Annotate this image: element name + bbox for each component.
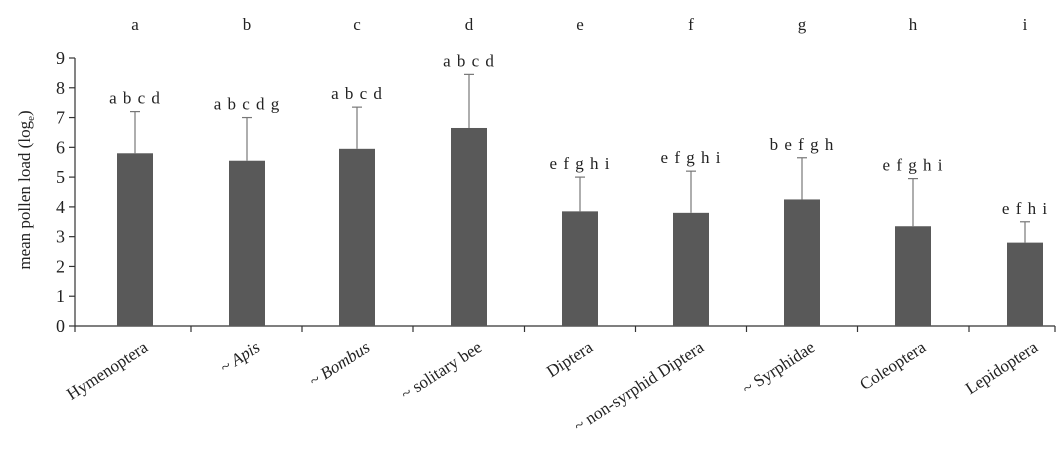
bar xyxy=(784,199,820,326)
column-letter: d xyxy=(465,15,474,34)
y-axis-title-close: ) xyxy=(15,110,34,116)
bar xyxy=(1007,242,1043,326)
y-axis-title-subscript: e xyxy=(25,116,37,121)
significance-label: a b c d g xyxy=(214,95,281,114)
significance-label: a b c d xyxy=(443,51,495,70)
bar xyxy=(673,212,709,326)
y-tick-label: 2 xyxy=(56,256,65,276)
significance-label: a b c d xyxy=(331,84,383,103)
y-tick-label: 5 xyxy=(56,167,65,187)
column-letter-group: a b c d e f g h i xyxy=(131,15,1027,34)
significance-label: e f g h i xyxy=(883,156,944,175)
bar xyxy=(229,160,265,326)
y-axis: 0 1 2 3 4 5 6 7 8 9 xyxy=(56,48,76,336)
bar xyxy=(895,226,931,326)
category-label: ~ Bombus xyxy=(306,337,374,390)
category-label: Lepidoptera xyxy=(962,337,1042,398)
column-letter: i xyxy=(1023,15,1028,34)
column-letter: h xyxy=(909,15,918,34)
bar xyxy=(339,148,375,326)
y-axis-title: mean pollen load (loge) xyxy=(15,110,37,269)
bar xyxy=(117,153,153,326)
y-axis-title-main: mean pollen load (log xyxy=(15,120,34,269)
error-bars xyxy=(130,73,1030,243)
column-letter: e xyxy=(576,15,584,34)
x-axis xyxy=(74,325,1056,332)
category-labels: Hymenoptera ~ Apis ~ Bombus ~ solitary bee D… xyxy=(63,337,1041,435)
bar xyxy=(451,127,487,326)
bar xyxy=(562,211,598,326)
bars xyxy=(117,127,1043,326)
category-label: ~ Apis xyxy=(216,337,263,377)
y-tick-label: 4 xyxy=(56,197,65,217)
y-tick-label: 1 xyxy=(56,286,65,306)
significance-label: b e f g h xyxy=(770,135,835,154)
column-letter: f xyxy=(688,15,694,34)
y-tick-label: 7 xyxy=(56,108,65,128)
y-tick-label: 6 xyxy=(56,137,65,157)
significance-label: e f g h i xyxy=(661,148,722,167)
y-tick-label: 8 xyxy=(56,78,65,98)
category-label: Diptera xyxy=(543,337,596,381)
category-label: Hymenoptera xyxy=(63,337,151,404)
column-letter: a xyxy=(131,15,139,34)
significance-label: e f h i xyxy=(1002,199,1048,218)
significance-label: a b c d xyxy=(109,89,161,108)
column-letter: b xyxy=(243,15,252,34)
category-label: ~ Syrphidae xyxy=(739,337,818,398)
column-letter: g xyxy=(798,15,807,34)
y-tick-label: 9 xyxy=(56,48,65,68)
significance-labels: a b c d a b c d g a b c d a b c d e f g h i e… xyxy=(109,51,1048,218)
category-label: Coleoptera xyxy=(856,337,929,394)
significance-label: e f g h i xyxy=(550,154,611,173)
category-label: ~ solitary bee xyxy=(397,337,485,403)
y-tick-label: 0 xyxy=(56,316,65,336)
column-letter: c xyxy=(353,15,361,34)
y-tick-label: 3 xyxy=(56,227,65,247)
